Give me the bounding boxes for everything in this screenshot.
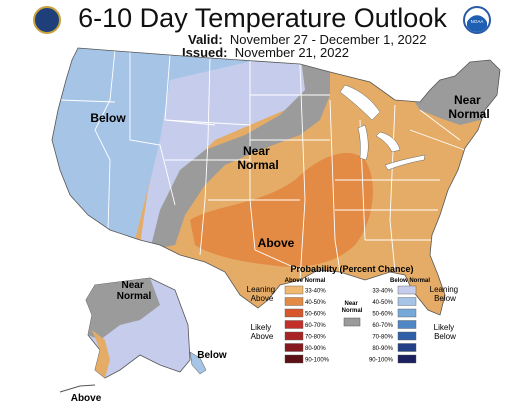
below-swatch-label-2: 50-60% xyxy=(372,312,393,318)
above-swatch-3 xyxy=(284,320,304,329)
noaa-logo-text: NOAA xyxy=(471,19,484,24)
above-swatch-4 xyxy=(284,331,304,341)
below-swatch-3 xyxy=(397,320,417,329)
below-swatch-label-4: 70-80% xyxy=(372,335,393,341)
label-near-normal-central-line1: Near xyxy=(243,144,270,158)
label-above-alaska: Above xyxy=(71,393,102,404)
label-near-normal-alaska-line2: Normal xyxy=(117,291,152,302)
issued-label: Issued: xyxy=(182,45,228,60)
above-swatch-label-1: 40-50% xyxy=(305,300,326,306)
label-above-south: Above xyxy=(258,236,295,250)
noaa-logo-icon: NOAA xyxy=(463,6,491,34)
issued-date: November 21, 2022 xyxy=(234,45,349,60)
below-swatches: 33-40% 40-50% 50-60% 60-70% 70-80% 80-90% 90-1… xyxy=(369,285,417,364)
above-swatch-label-6: 90-100% xyxy=(305,358,330,364)
legend-likely-above: Likely Above xyxy=(251,323,274,341)
valid-label: Valid: xyxy=(188,32,223,47)
label-below-west: Below xyxy=(90,111,126,125)
map-svg: Below Near Normal Near Normal Above Near… xyxy=(51,47,501,404)
label-below-alaska: Below xyxy=(197,350,227,361)
label-near-normal-northeast-line2: Normal xyxy=(448,107,489,121)
below-swatch-label-3: 60-70% xyxy=(372,323,393,329)
legend-leaning-below-line2: Below xyxy=(434,294,456,303)
great-lakes-superior xyxy=(339,84,381,121)
above-swatch-0 xyxy=(284,285,304,295)
label-near-normal-central-line2: Normal xyxy=(237,158,278,172)
legend-near-normal-line1: Near xyxy=(344,301,358,307)
legend-leaning-below-line1: Leaning xyxy=(430,285,458,294)
great-lakes-erie xyxy=(384,154,426,171)
above-swatch-1 xyxy=(284,297,304,306)
above-swatch-5 xyxy=(284,343,304,352)
legend-below-header: Below Normal xyxy=(390,278,430,284)
alaska-above-region xyxy=(92,330,110,378)
alaska-near-normal-region xyxy=(86,278,160,340)
near-normal-northeast-region xyxy=(400,55,500,125)
great-lakes-michigan xyxy=(357,124,369,161)
legend-leaning-above-line1: Leaning xyxy=(247,285,275,294)
below-swatch-label-6: 90-100% xyxy=(369,358,394,364)
below-swatch-1 xyxy=(397,297,417,306)
below-swatch-6 xyxy=(397,354,417,364)
legend-leaning-above: Leaning Above xyxy=(247,285,278,303)
alaska-panhandle xyxy=(189,351,207,375)
legend-likely-below-line1: Likely xyxy=(434,323,454,332)
legend-near-normal-line2: Normal xyxy=(342,308,363,314)
below-33-40-region xyxy=(140,50,310,245)
legend-likely-below: Likely Below xyxy=(434,323,457,341)
above-swatch-label-3: 60-70% xyxy=(305,323,326,329)
above-swatch-2 xyxy=(284,308,304,318)
page-title: 6-10 Day Temperature Outlook xyxy=(78,3,447,33)
header: 6-10 Day Temperature Outlook NOAA xyxy=(0,0,525,62)
label-near-normal-central: Near Normal xyxy=(237,144,278,172)
legend-likely-below-line2: Below xyxy=(434,332,456,341)
legend-likely-above-line2: Above xyxy=(251,332,274,341)
aleutian-islands xyxy=(59,384,96,393)
issued-row: Issued: November 21, 2022 xyxy=(182,45,349,60)
legend-above-header: Above Normal xyxy=(285,278,326,284)
below-swatch-4 xyxy=(397,331,417,341)
above-swatch-label-2: 50-60% xyxy=(305,312,326,318)
conus-outline xyxy=(51,47,501,316)
department-of-commerce-seal-icon xyxy=(33,6,61,34)
above-swatches: 33-40% 40-50% 50-60% 60-70% 70-80% 80-90% 90-1… xyxy=(284,285,330,364)
valid-dates: November 27 - December 1, 2022 xyxy=(229,32,427,47)
legend: Probability (Percent Chance) Above Norma… xyxy=(247,264,461,364)
label-near-normal-northeast: Near Normal xyxy=(448,93,489,121)
state-borders xyxy=(59,49,466,281)
alaska xyxy=(59,277,207,393)
below-swatch-label-5: 80-90% xyxy=(372,346,393,352)
legend-title: Probability (Percent Chance) xyxy=(290,264,413,274)
above-swatch-label-4: 70-80% xyxy=(305,335,326,341)
label-near-normal-alaska: Near Normal xyxy=(117,280,152,302)
above-swatch-label-0: 33-40% xyxy=(305,289,326,295)
outlook-map: Below Near Normal Near Normal Above Near… xyxy=(0,40,525,405)
legend-near-normal: Near Normal xyxy=(342,301,363,314)
legend-near-normal-swatch xyxy=(343,317,361,327)
label-near-normal-northeast-line1: Near xyxy=(454,93,481,107)
above-40-50-region xyxy=(190,152,373,267)
below-swatch-label-1: 40-50% xyxy=(372,300,393,306)
below-swatch-2 xyxy=(397,308,417,318)
below-swatch-5 xyxy=(397,343,417,352)
legend-leaning-below: Leaning Below xyxy=(430,285,461,303)
above-swatch-label-5: 80-90% xyxy=(305,346,326,352)
below-swatch-0 xyxy=(397,285,417,295)
above-swatch-6 xyxy=(284,354,304,364)
legend-leaning-above-line2: Above xyxy=(251,294,274,303)
valid-row: Valid: November 27 - December 1, 2022 xyxy=(188,32,426,47)
legend-likely-above-line1: Likely xyxy=(251,323,271,332)
near-normal-central-region xyxy=(150,50,330,250)
great-lakes-huron xyxy=(375,131,401,153)
below-swatch-label-0: 33-40% xyxy=(372,289,393,295)
label-near-normal-alaska-line1: Near xyxy=(121,280,143,291)
